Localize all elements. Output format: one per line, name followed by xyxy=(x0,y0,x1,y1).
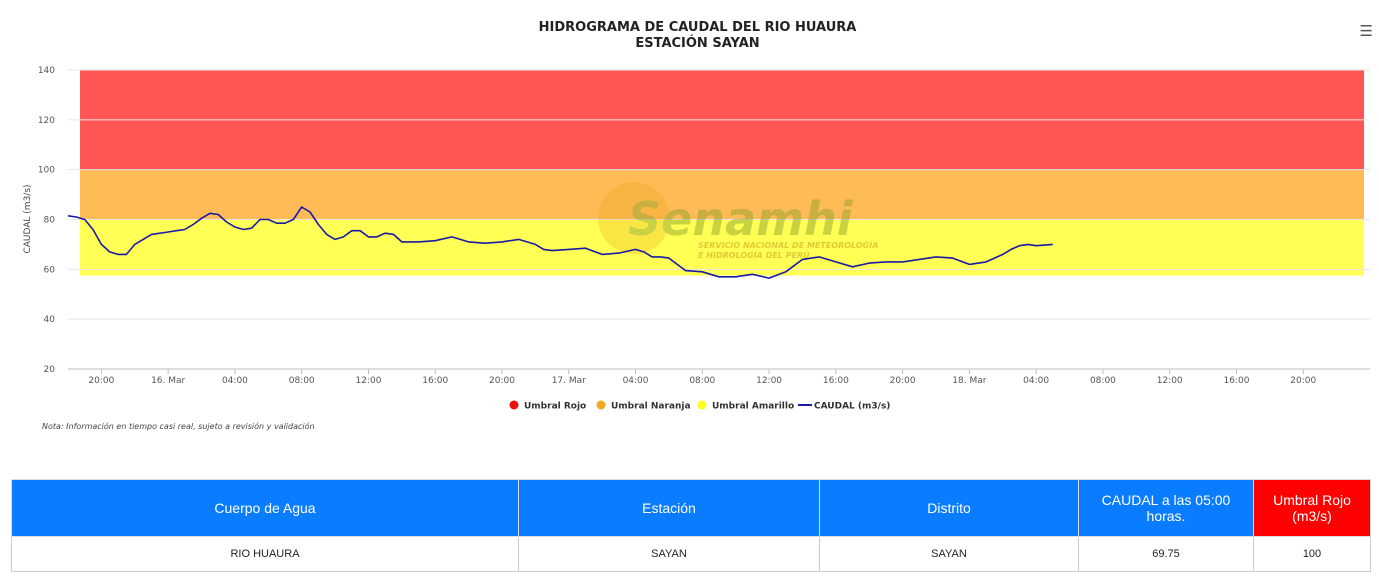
table-header-row: Cuerpo de Agua Estación Distrito CAUDAL … xyxy=(11,479,1371,537)
axes: 20 40 60 80 100 120 140 20:00 16. Mar 04:00 08:00 1… xyxy=(38,66,1370,386)
x-tick-label: 16:00 xyxy=(1223,376,1249,386)
y-tick-label: 40 xyxy=(44,315,56,325)
legend-marker xyxy=(509,400,519,410)
note-text: Nota: Información en tiempo casi real, s… xyxy=(42,422,315,431)
hydrograph-chart: HIDROGRAMA DE CAUDAL DEL RIO HUAURA ESTA… xyxy=(23,20,1373,431)
watermark-subtitle-1: SERVICIO NACIONAL DE METEOROLOGÍA xyxy=(698,239,878,250)
chart-plot: Senamhi SERVICIO NACIONAL DE METEOROLOGÍ… xyxy=(23,66,1370,412)
watermark-subtitle-2: E HIDROLOGÍA DEL PERÚ xyxy=(698,249,810,260)
cell-distrito: SAYAN xyxy=(819,536,1079,572)
summary-table: Cuerpo de Agua Estación Distrito CAUDAL … xyxy=(11,479,1371,572)
y-tick-label: 60 xyxy=(44,265,56,275)
legend-label: Umbral Amarillo xyxy=(712,402,794,412)
y-tick-label: 120 xyxy=(38,116,55,126)
x-tick-label: 20:00 xyxy=(890,376,916,386)
header-umbral-rojo: Umbral Rojo (m3/s) xyxy=(1253,479,1371,537)
x-tick-label: 20:00 xyxy=(1290,376,1316,386)
legend-marker xyxy=(697,400,707,410)
band-umbral-amarillo xyxy=(80,219,1364,276)
x-tick-label: 08:00 xyxy=(1090,376,1116,386)
x-tick-label: 16:00 xyxy=(422,376,448,386)
series-layer xyxy=(67,206,1053,279)
legend-marker xyxy=(596,400,606,410)
header-estacion: Estación xyxy=(518,479,820,537)
x-tick-label: 16. Mar xyxy=(151,376,185,386)
y-tick-label: 140 xyxy=(38,66,55,76)
legend-label: Umbral Naranja xyxy=(611,402,691,412)
cell-umbral-rojo: 100 xyxy=(1253,536,1371,572)
x-tick-label: 08:00 xyxy=(689,376,715,386)
cell-caudal: 69.75 xyxy=(1078,536,1254,572)
y-axis-label: CAUDAL (m3/s) xyxy=(23,184,33,253)
y-tick-label: 20 xyxy=(44,365,56,375)
y-tick-label: 100 xyxy=(38,166,55,176)
chart-title: HIDROGRAMA DE CAUDAL DEL RIO HUAURA xyxy=(538,20,857,35)
x-tick-label: 12:00 xyxy=(756,376,782,386)
x-tick-label: 08:00 xyxy=(289,376,315,386)
x-tick-label: 12:00 xyxy=(355,376,381,386)
band-umbral-naranja xyxy=(80,169,1364,220)
x-tick-label: 17. Mar xyxy=(552,376,586,386)
x-tick-label: 04:00 xyxy=(222,376,248,386)
legend: Umbral Rojo Umbral Naranja Umbral Amarillo… xyxy=(509,400,890,412)
x-tick-label: 20:00 xyxy=(489,376,515,386)
hamburger-menu-icon[interactable]: ☰ xyxy=(1359,22,1373,40)
watermark-sun-icon xyxy=(598,182,670,254)
header-caudal: CAUDAL a las 05:00 horas. xyxy=(1078,479,1254,537)
x-tick-label: 16:00 xyxy=(823,376,849,386)
x-tick-label: 12:00 xyxy=(1157,376,1183,386)
x-tick-label: 20:00 xyxy=(88,376,114,386)
y-tick-label: 80 xyxy=(44,216,56,226)
senamhi-watermark: Senamhi SERVICIO NACIONAL DE METEOROLOGÍ… xyxy=(598,182,878,260)
table-row: RIO HUAURA SAYAN SAYAN 69.75 100 xyxy=(11,536,1371,572)
legend-label: CAUDAL (m3/s) xyxy=(814,402,890,412)
x-tick-label: 04:00 xyxy=(623,376,649,386)
chart-subtitle: ESTACIÓN SAYAN xyxy=(635,36,760,51)
series-line-caudal xyxy=(67,206,1053,279)
legend-label: Umbral Rojo xyxy=(524,402,586,412)
cell-cuerpo-agua: RIO HUAURA xyxy=(11,536,519,572)
cell-estacion: SAYAN xyxy=(518,536,820,572)
x-tick-label: 18. Mar xyxy=(952,376,986,386)
header-cuerpo-agua: Cuerpo de Agua xyxy=(11,479,519,537)
x-tick-label: 04:00 xyxy=(1023,376,1049,386)
header-distrito: Distrito xyxy=(819,479,1079,537)
grid-lines xyxy=(68,69,1370,320)
watermark-brand: Senamhi xyxy=(628,192,854,246)
